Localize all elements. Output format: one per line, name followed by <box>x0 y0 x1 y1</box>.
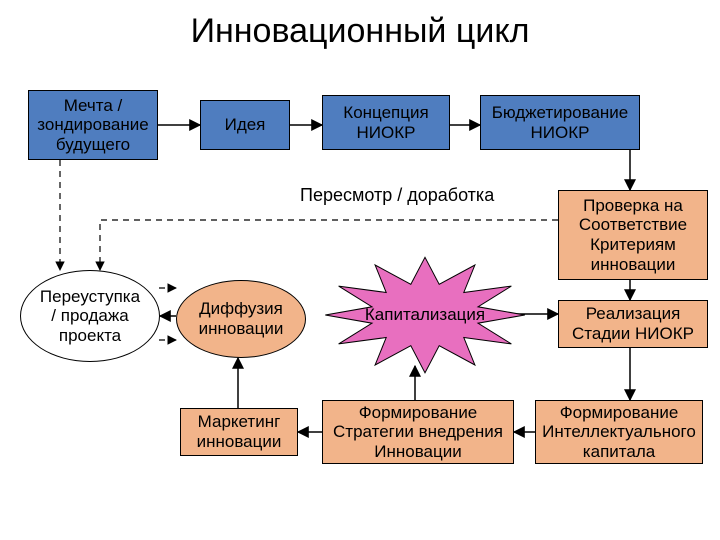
node-intcap: ФормированиеИнтеллектуальногокапитала <box>535 400 703 464</box>
node-diffuse: Диффузияинновации <box>176 280 306 358</box>
node-idea: Идея <box>200 100 290 150</box>
node-strategy: ФормированиеСтратегии внедренияИнновации <box>322 400 514 464</box>
node-concept: КонцепцияНИОКР <box>322 95 450 150</box>
node-dream: Мечта /зондированиебудущего <box>28 90 158 160</box>
node-budget: БюджетированиеНИОКР <box>480 95 640 150</box>
page-title: Инновационный цикл <box>0 12 720 51</box>
revision-label: Пересмотр / доработка <box>300 185 494 206</box>
node-market: Маркетингинновации <box>180 408 298 456</box>
node-sell: Переуступка/ продажапроекта <box>20 270 160 362</box>
node-capital: Капитализация <box>330 260 520 370</box>
node-check: Проверка наСоответствиеКритерияминноваци… <box>558 190 708 280</box>
node-realize: РеализацияСтадии НИОКР <box>558 300 708 348</box>
diagram-canvas: Инновационный цикл Мечта /зондированиебу… <box>0 0 720 540</box>
